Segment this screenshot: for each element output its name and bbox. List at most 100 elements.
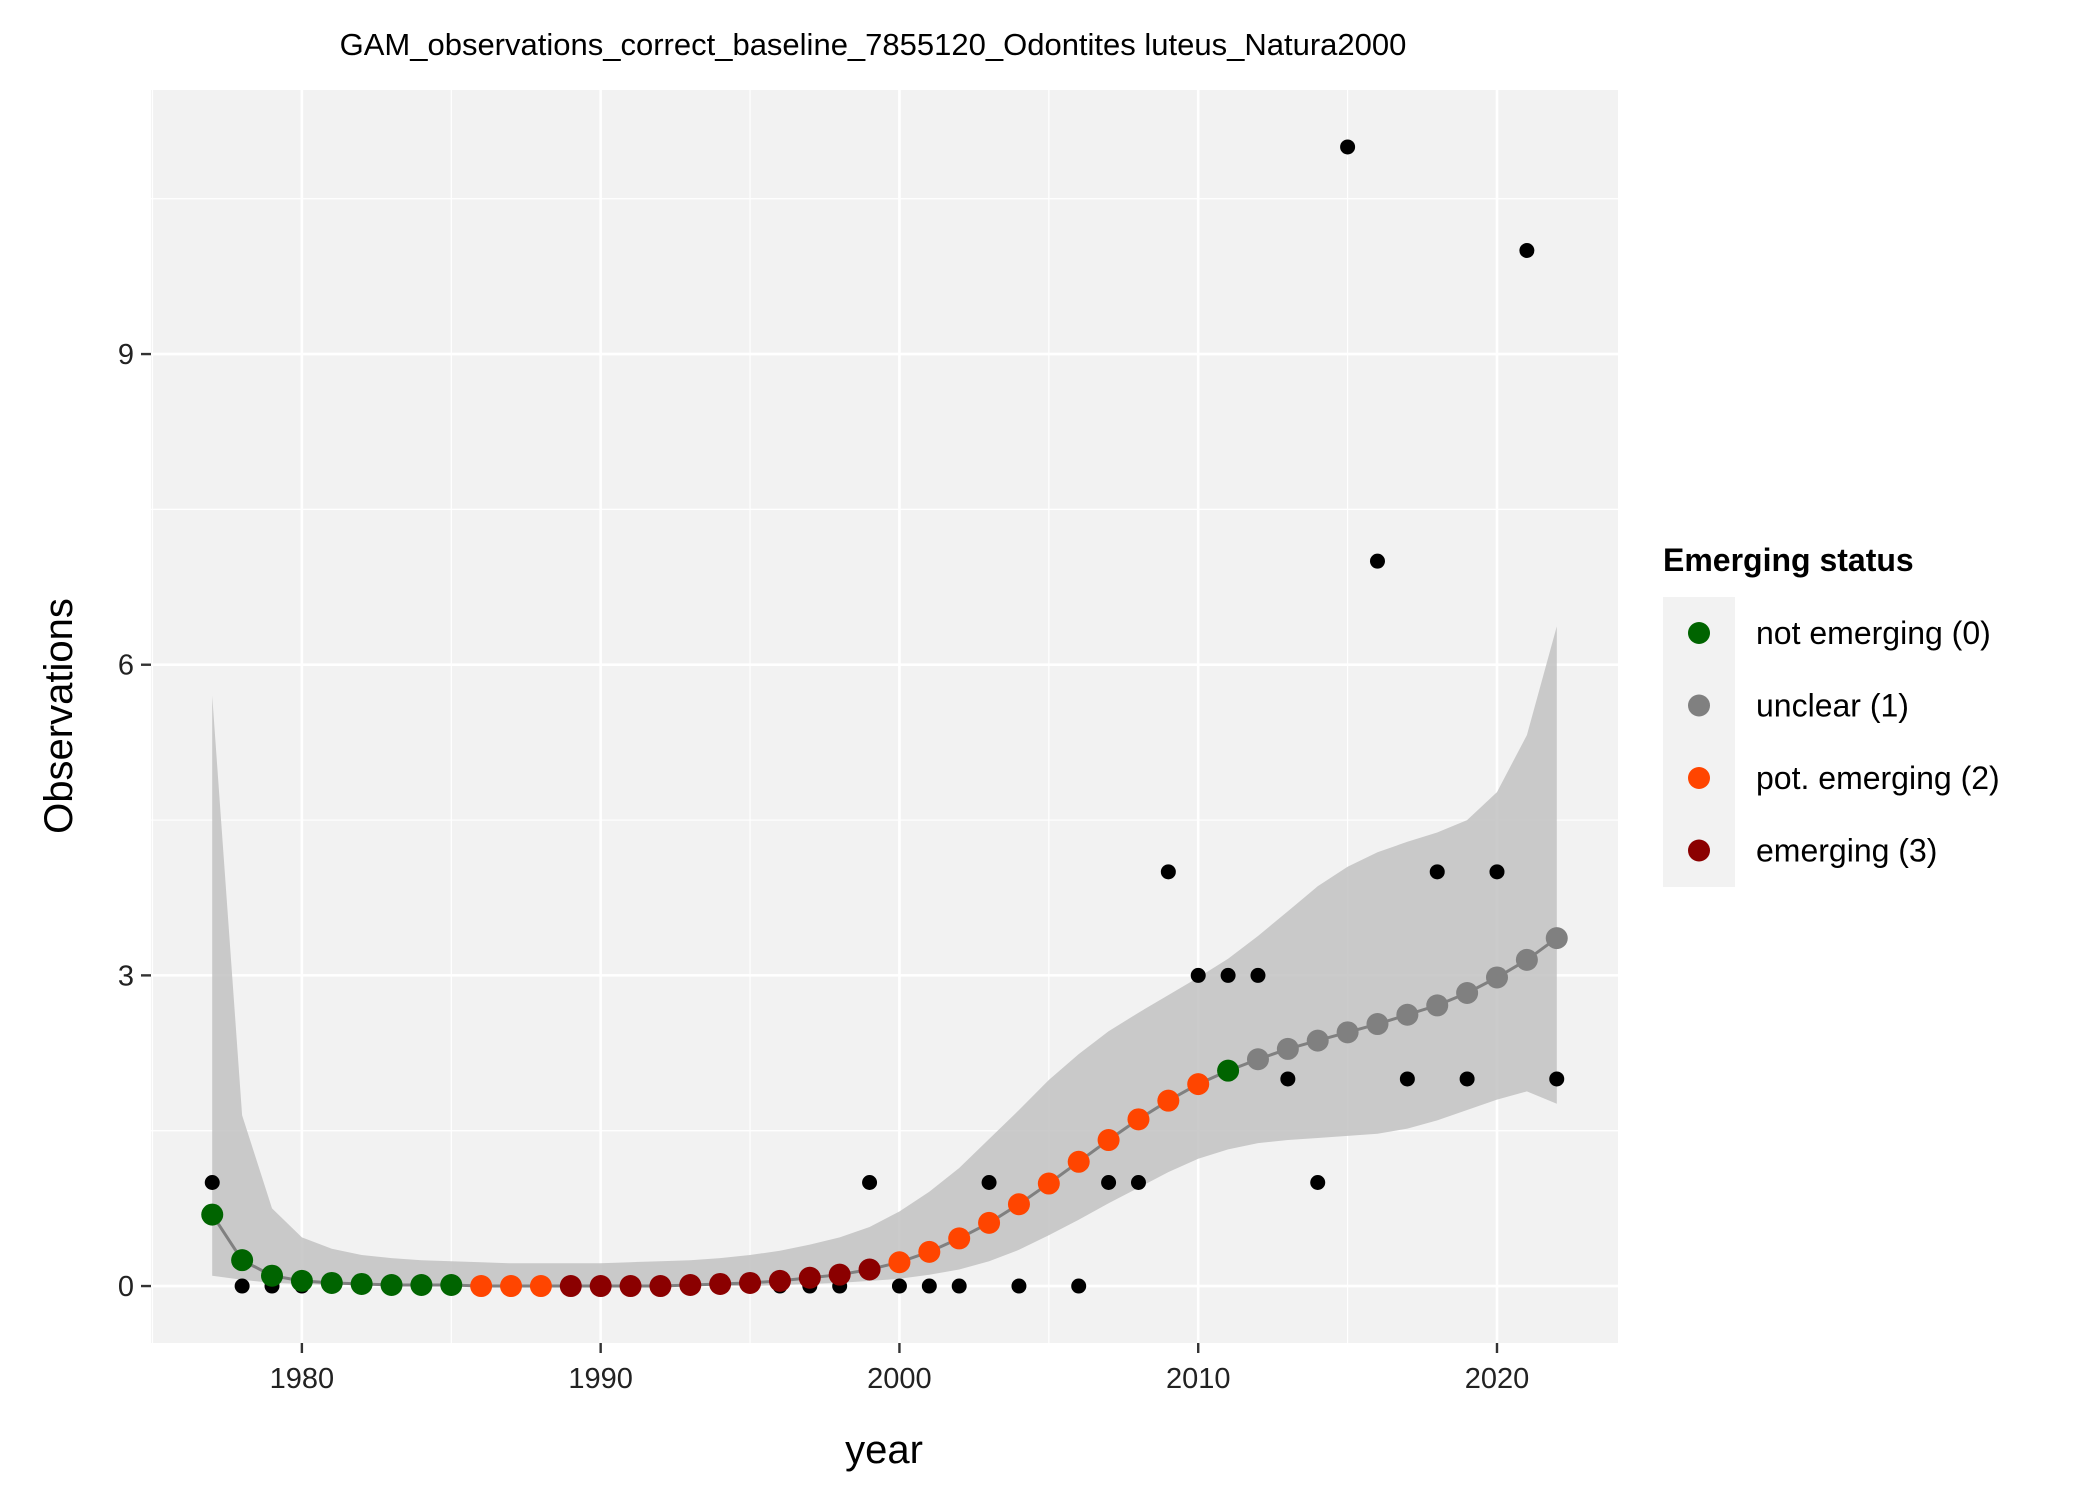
legend-key-2	[1688, 767, 1710, 789]
observation-point	[1399, 1071, 1415, 1087]
plot-panel	[151, 90, 1618, 1343]
x-axis-label: year	[845, 1428, 923, 1472]
observation-point	[1280, 1071, 1296, 1087]
fit-point	[320, 1271, 343, 1294]
legend-label-1: unclear (1)	[1756, 688, 1909, 724]
observation-point	[1519, 243, 1535, 259]
fit-point	[1127, 1108, 1150, 1131]
x-axis: 1980 1990 2000 2010 2020	[270, 1343, 1530, 1395]
observation-point	[1459, 1071, 1475, 1087]
fit-point	[529, 1275, 552, 1298]
observation-point	[1429, 864, 1445, 880]
fit-point	[828, 1263, 851, 1286]
fit-point	[350, 1272, 373, 1295]
x-tick-label: 2010	[1166, 1363, 1231, 1395]
fit-point	[888, 1251, 911, 1274]
fit-point	[500, 1275, 523, 1298]
fit-point	[978, 1211, 1001, 1234]
observation-point	[1250, 967, 1266, 983]
legend-label-3: emerging (3)	[1756, 833, 1937, 869]
fit-points	[201, 927, 1568, 1298]
legend-key-3	[1688, 839, 1710, 862]
fit-point	[1336, 1021, 1359, 1044]
fit-point	[679, 1274, 702, 1297]
observation-point	[921, 1278, 937, 1294]
observation-point	[1130, 1174, 1146, 1190]
fit-point	[739, 1271, 762, 1294]
fit-point	[918, 1240, 941, 1263]
y-tick-label: 0	[118, 1271, 134, 1303]
fit-point	[1097, 1129, 1120, 1152]
legend-key-1	[1688, 694, 1710, 717]
fit-point	[1456, 981, 1479, 1004]
fit-point	[1217, 1059, 1240, 1082]
fit-point	[619, 1275, 642, 1298]
fit-point	[201, 1203, 224, 1226]
confidence-ribbon	[212, 626, 1557, 1286]
y-tick-label: 9	[118, 339, 134, 371]
observation-point	[1071, 1278, 1087, 1294]
observation-point	[1489, 864, 1505, 880]
observation-point	[1369, 553, 1385, 569]
fit-point	[1426, 994, 1449, 1017]
observation-point	[1220, 967, 1236, 983]
fit-point	[798, 1266, 821, 1289]
fit-point	[1007, 1193, 1030, 1216]
fit-point	[1037, 1172, 1060, 1195]
fit-point	[649, 1275, 672, 1298]
fit-point	[948, 1227, 971, 1250]
y-tick-label: 6	[118, 650, 134, 682]
legend-label-0: not emerging (0)	[1756, 615, 1991, 651]
x-tick-label: 1990	[568, 1363, 633, 1395]
fit-point	[589, 1275, 612, 1298]
observation-point	[1190, 967, 1206, 983]
fit-line	[210, 936, 1558, 1288]
observation-point	[981, 1174, 997, 1190]
fit-point	[231, 1249, 254, 1272]
fit-point	[410, 1274, 433, 1297]
y-axis: 0 3 6 9	[118, 339, 151, 1303]
fit-point	[559, 1275, 582, 1298]
fit-point	[261, 1264, 284, 1287]
fit-point	[858, 1258, 881, 1281]
fit-point	[290, 1269, 313, 1292]
fit-point	[1396, 1003, 1419, 1026]
x-tick-label: 1980	[270, 1363, 335, 1395]
y-tick-label: 3	[118, 960, 134, 992]
observation-point	[1340, 139, 1356, 155]
legend-key-0	[1688, 622, 1710, 644]
y-axis-label: Observations	[37, 598, 81, 834]
observation-point	[951, 1278, 967, 1294]
fit-point	[1276, 1037, 1299, 1060]
fit-point	[1157, 1089, 1180, 1112]
fit-point	[1067, 1150, 1090, 1173]
legend-title: Emerging status	[1663, 542, 1914, 578]
chart-title: GAM_observations_correct_baseline_785512…	[340, 27, 1407, 62]
gam-fit-line	[210, 936, 1558, 1288]
observation-point	[204, 1174, 220, 1190]
observation-point	[862, 1174, 878, 1190]
observation-point	[1160, 864, 1176, 880]
fit-point	[440, 1274, 463, 1297]
observation-point	[1101, 1174, 1117, 1190]
fit-point	[768, 1269, 791, 1292]
fit-point	[1187, 1073, 1210, 1096]
observation-point	[1011, 1278, 1027, 1294]
observation-point	[891, 1278, 907, 1294]
x-tick-label: 2000	[867, 1363, 932, 1395]
legend-key-background	[1663, 597, 1735, 887]
fit-point	[1515, 948, 1538, 971]
fit-point	[1485, 966, 1508, 989]
fit-point	[470, 1275, 493, 1298]
fit-point	[380, 1274, 403, 1297]
legend: Emerging status not emerging (0) unclear …	[1663, 542, 2000, 887]
fit-point	[709, 1272, 732, 1295]
fit-point	[1366, 1013, 1389, 1036]
fit-point	[1246, 1048, 1269, 1071]
legend-label-2: pot. emerging (2)	[1756, 760, 2000, 796]
observation-point	[234, 1278, 250, 1294]
ribbon-area	[212, 626, 1557, 1286]
observation-point	[1310, 1174, 1326, 1190]
x-tick-label: 2020	[1465, 1363, 1530, 1395]
